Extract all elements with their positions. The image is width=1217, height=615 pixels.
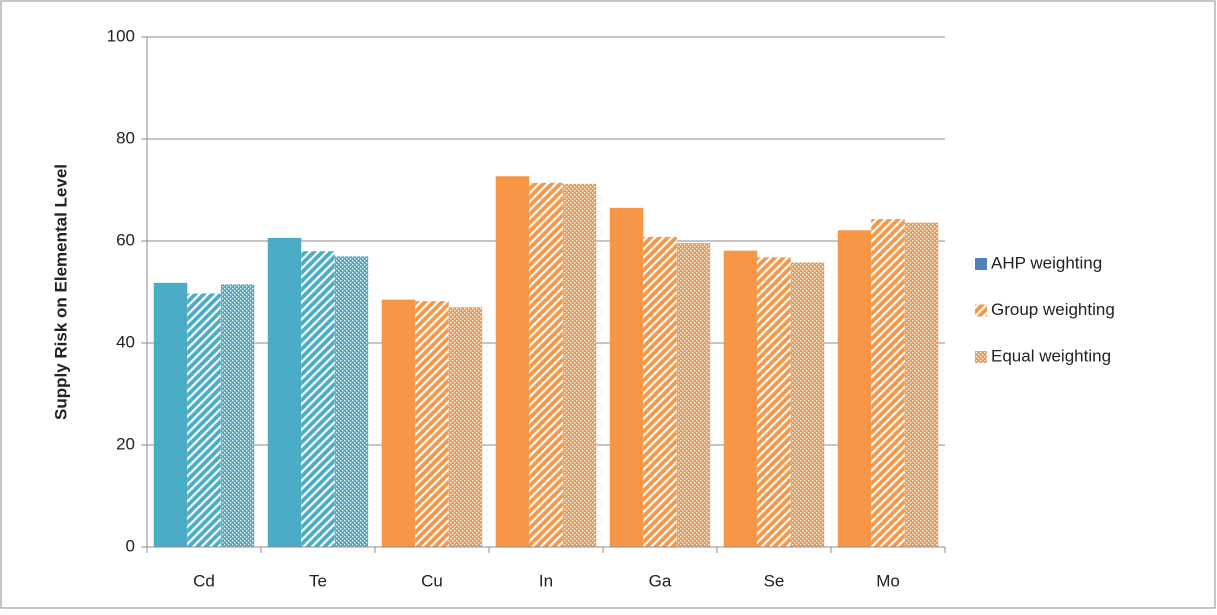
legend-label: Equal weighting [991, 346, 1111, 365]
legend-swatch [975, 351, 987, 363]
y-tick-label: 80 [116, 128, 135, 147]
y-tick-label: 60 [116, 230, 135, 249]
y-axis-label: Supply Risk on Elemental Level [51, 164, 70, 420]
x-tick-label: Cd [193, 571, 215, 590]
x-tick-label: Ga [649, 571, 672, 590]
legend-swatch [975, 258, 987, 270]
bar [837, 230, 872, 548]
bar [448, 307, 483, 547]
x-tick-label: In [539, 571, 553, 590]
bar [153, 282, 188, 547]
bar [676, 243, 711, 548]
bar [301, 251, 335, 547]
bar [643, 236, 677, 548]
y-tick-label: 100 [107, 26, 135, 45]
legend-swatch [975, 304, 987, 317]
bar [334, 256, 369, 547]
x-tick-label: Se [764, 571, 785, 590]
y-tick-label: 20 [116, 434, 135, 453]
x-tick-label: Mo [876, 571, 900, 590]
y-tick-label: 0 [126, 536, 135, 555]
bar [790, 262, 825, 547]
bar [904, 222, 939, 547]
bar [187, 293, 221, 547]
bar [757, 257, 791, 547]
bar [267, 237, 302, 547]
bar [871, 219, 905, 547]
bar [609, 207, 644, 547]
bar [415, 301, 449, 547]
x-tick-label: Cu [421, 571, 443, 590]
bar [529, 182, 563, 548]
y-tick-label: 40 [116, 332, 135, 351]
x-tick-label: Te [309, 571, 327, 590]
legend-label: AHP weighting [991, 253, 1102, 272]
bar [723, 250, 758, 547]
bar [562, 183, 597, 547]
bar [220, 284, 255, 547]
legend-label: Group weighting [991, 300, 1115, 319]
bar [495, 176, 530, 548]
bar [381, 299, 416, 547]
